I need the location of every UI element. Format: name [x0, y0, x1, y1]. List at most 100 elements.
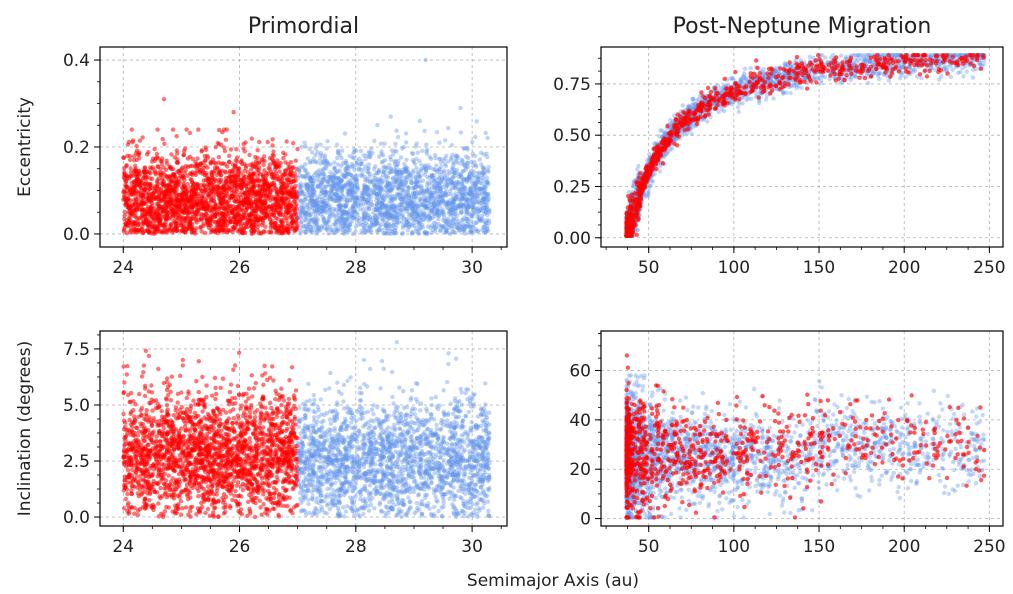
scatter-point	[398, 196, 403, 202]
scatter-point	[269, 212, 275, 217]
scatter-point	[347, 153, 352, 159]
scatter-point	[438, 228, 443, 233]
scatter-point	[457, 202, 462, 207]
scatter-point	[309, 187, 314, 192]
scatter-point	[325, 139, 330, 144]
scatter-point	[175, 197, 180, 202]
scatter-point	[485, 227, 490, 232]
scatter-point	[392, 205, 398, 210]
scatter-point	[431, 207, 436, 212]
scatter-point	[386, 170, 392, 176]
scatter-point	[131, 220, 136, 225]
scatter-point	[209, 227, 214, 232]
scatter-point	[161, 97, 167, 102]
scatter-point	[374, 218, 379, 224]
scatter-point	[463, 218, 469, 223]
scatter-point	[466, 155, 471, 161]
scatter-point	[216, 217, 222, 223]
scatter-point	[294, 213, 299, 219]
scatter-point	[296, 198, 301, 203]
scatter-point	[298, 185, 303, 190]
scatter-point	[242, 168, 247, 174]
scatter-point	[424, 142, 429, 147]
scatter-point	[156, 170, 161, 176]
scatter-point	[306, 212, 312, 218]
scatter-point	[234, 147, 239, 152]
scatter-point	[259, 210, 265, 215]
scatter-point	[450, 165, 455, 170]
scatter-point	[398, 177, 403, 182]
scatter-point	[422, 205, 428, 210]
scatter-point	[196, 127, 201, 132]
scatter-point	[366, 162, 371, 167]
scatter-point	[223, 178, 229, 184]
scatter-point	[332, 166, 337, 171]
scatter-point	[403, 223, 408, 228]
scatter-point	[145, 208, 150, 213]
scatter-point	[212, 214, 218, 219]
scatter-point	[392, 162, 398, 167]
scatter-point	[353, 224, 359, 229]
scatter-point	[281, 156, 286, 161]
scatter-point	[152, 168, 157, 173]
scatter-point	[412, 191, 418, 196]
scatter-point	[438, 228, 443, 234]
scatter-point	[206, 185, 211, 191]
scatter-point	[295, 175, 301, 180]
scatter-point	[328, 189, 334, 195]
scatter-point	[482, 169, 487, 174]
scatter-point	[203, 212, 209, 217]
scatter-point	[323, 221, 328, 226]
scatter-point	[367, 171, 372, 176]
scatter-point	[222, 148, 228, 154]
scatter-point	[366, 192, 371, 197]
scatter-point	[339, 155, 344, 161]
scatter-point	[400, 231, 405, 236]
scatter-point	[463, 224, 468, 229]
scatter-point	[209, 160, 214, 165]
scatter-point	[353, 185, 358, 190]
scatter-point	[414, 203, 419, 208]
scatter-point	[404, 140, 409, 145]
scatter-point	[480, 216, 485, 222]
scatter-point	[448, 219, 454, 224]
scatter-point	[392, 231, 397, 236]
scatter-point	[361, 183, 367, 188]
scatter-point	[309, 195, 314, 201]
scatter-point	[130, 211, 135, 216]
scatter-point	[167, 165, 173, 171]
scatter-point	[124, 163, 129, 168]
x-tick-label: 30	[461, 258, 483, 278]
scatter-point	[437, 194, 443, 199]
scatter-point	[140, 135, 145, 140]
scatter-point	[150, 216, 155, 221]
scatter-point	[199, 148, 205, 153]
scatter-point	[177, 168, 182, 173]
scatter-point	[459, 157, 465, 163]
scatter-point	[432, 167, 438, 172]
scatter-point	[145, 174, 150, 180]
scatter-point	[372, 206, 377, 212]
scatter-point	[427, 154, 432, 160]
scatter-point	[393, 174, 398, 179]
scatter-point	[444, 172, 450, 178]
scatter-point	[160, 136, 165, 142]
scatter-point	[481, 224, 486, 230]
scatter-point	[374, 182, 379, 187]
scatter-point	[274, 189, 279, 195]
scatter-point	[375, 229, 380, 235]
scatter-point	[141, 214, 146, 219]
scatter-point	[172, 173, 177, 179]
scatter-point	[156, 198, 162, 204]
scatter-point	[449, 201, 454, 207]
scatter-point	[385, 231, 390, 236]
scatter-point	[219, 185, 224, 190]
scatter-point	[348, 181, 354, 186]
scatter-point	[144, 152, 150, 157]
scatter-point	[197, 162, 203, 167]
scatter-point	[374, 207, 379, 212]
scatter-point	[304, 215, 310, 220]
scatter-point	[166, 174, 172, 179]
scatter-point	[176, 206, 181, 212]
scatter-point	[460, 162, 465, 167]
